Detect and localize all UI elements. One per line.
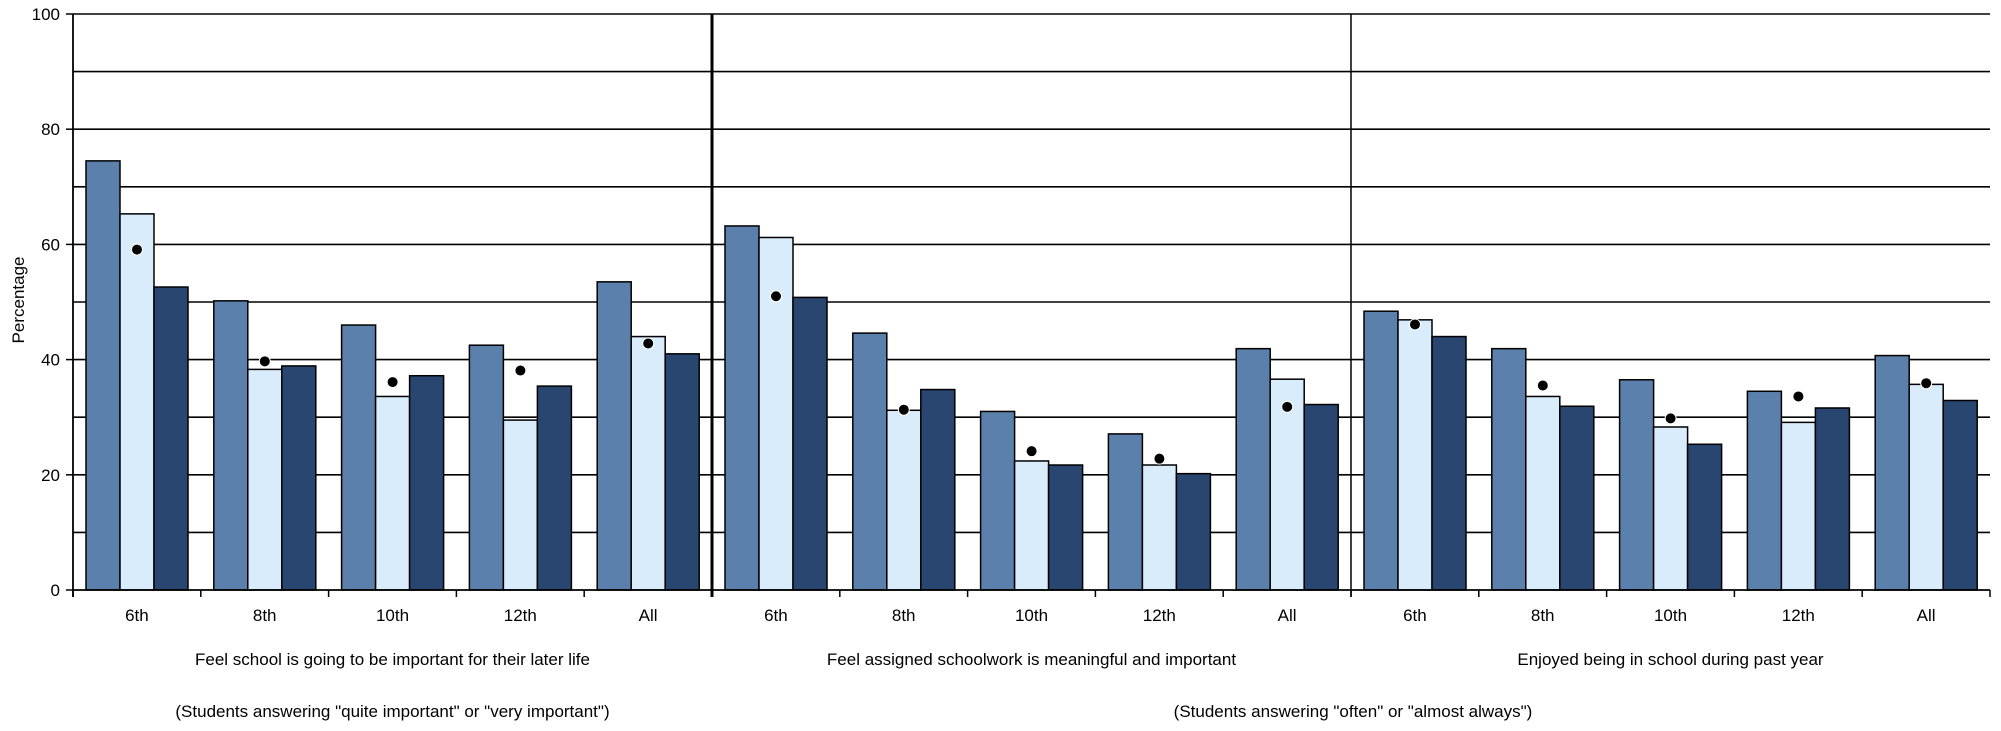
bar	[1874, 354, 1910, 591]
bar	[886, 409, 922, 591]
bar	[1618, 379, 1655, 591]
y-tick-label: 0	[51, 581, 60, 600]
marker-point	[1025, 445, 1038, 458]
x-tick-label: 10th	[1015, 606, 1048, 625]
bar	[153, 286, 189, 591]
bar	[536, 385, 573, 591]
y-tick-label: 100	[32, 5, 60, 24]
marker-point	[1153, 452, 1166, 465]
bar	[1303, 403, 1339, 591]
x-tick-label: 8th	[1531, 606, 1555, 625]
bar	[1942, 399, 1978, 591]
bar	[119, 213, 155, 591]
marker-point	[897, 403, 910, 416]
x-tick-label: All	[1917, 606, 1936, 625]
marker-point	[1409, 318, 1421, 331]
x-tick-label: 12th	[504, 606, 537, 625]
bar	[1652, 426, 1689, 591]
marker-point	[1536, 379, 1549, 392]
marker-point	[386, 376, 399, 389]
bar	[1491, 347, 1527, 591]
x-tick-label: 8th	[892, 606, 916, 625]
y-tick-label: 20	[41, 466, 60, 485]
bar	[1175, 472, 1212, 591]
bar	[468, 344, 505, 591]
panel-note: (Students answering "quite important" or…	[175, 702, 609, 721]
x-tick-label: 10th	[376, 606, 409, 625]
bar	[1746, 390, 1783, 591]
bar	[1908, 383, 1944, 591]
bar	[630, 335, 666, 591]
x-tick-label: 6th	[764, 606, 788, 625]
bar	[664, 353, 700, 591]
panel-title: Feel assigned schoolwork is meaningful a…	[827, 650, 1236, 669]
marker-point	[1281, 400, 1294, 413]
x-tick-label: 8th	[253, 606, 277, 625]
bar	[1525, 395, 1561, 591]
y-tick-label: 40	[41, 351, 60, 370]
labels: Percentage (Students answering "often" o…	[9, 5, 1936, 721]
bar	[724, 225, 760, 591]
marker-point	[258, 355, 271, 368]
panel-title: Enjoyed being in school during past year	[1517, 650, 1824, 669]
bar	[1235, 347, 1271, 591]
bar	[1269, 378, 1305, 591]
bar	[85, 160, 121, 591]
bar	[1363, 310, 1399, 591]
bar	[247, 368, 283, 591]
bar	[1397, 319, 1433, 591]
bar	[1559, 405, 1595, 591]
bar	[281, 365, 317, 591]
bar	[1686, 443, 1723, 591]
panel-title: Feel school is going to be important for…	[195, 650, 590, 669]
marker-point	[642, 337, 655, 350]
bar	[408, 374, 445, 591]
x-tick-label: All	[1278, 606, 1297, 625]
x-tick-label: 12th	[1143, 606, 1176, 625]
bar	[374, 395, 411, 591]
bar	[920, 388, 956, 591]
x-tick-label: 6th	[125, 606, 149, 625]
bar	[1814, 407, 1851, 591]
markers	[131, 243, 1933, 465]
bar	[979, 410, 1016, 591]
x-tick-label: 6th	[1403, 606, 1427, 625]
axes	[66, 13, 1991, 597]
bar	[596, 281, 632, 591]
shared-note: (Students answering "often" or "almost a…	[1174, 702, 1533, 721]
y-tick-label: 60	[41, 235, 60, 254]
bar	[1141, 464, 1178, 591]
bar	[1047, 464, 1084, 591]
y-axis-label: Percentage	[9, 257, 28, 344]
marker-point	[1920, 377, 1933, 390]
bar	[1013, 460, 1050, 591]
marker-point	[770, 290, 782, 303]
marker-point	[1664, 412, 1677, 425]
bar	[852, 332, 888, 591]
marker-point	[131, 243, 143, 256]
x-tick-label: All	[639, 606, 658, 625]
bar	[1780, 421, 1817, 591]
bar	[1107, 433, 1144, 591]
bar	[792, 296, 828, 591]
x-tick-label: 12th	[1782, 606, 1815, 625]
x-tick-label: 10th	[1654, 606, 1687, 625]
bar	[340, 324, 377, 591]
bar	[1431, 335, 1467, 591]
bar	[502, 419, 539, 591]
bars	[85, 160, 1978, 591]
marker-point	[514, 364, 527, 377]
bar	[213, 300, 249, 591]
y-tick-label: 80	[41, 120, 60, 139]
marker-point	[1792, 390, 1805, 403]
